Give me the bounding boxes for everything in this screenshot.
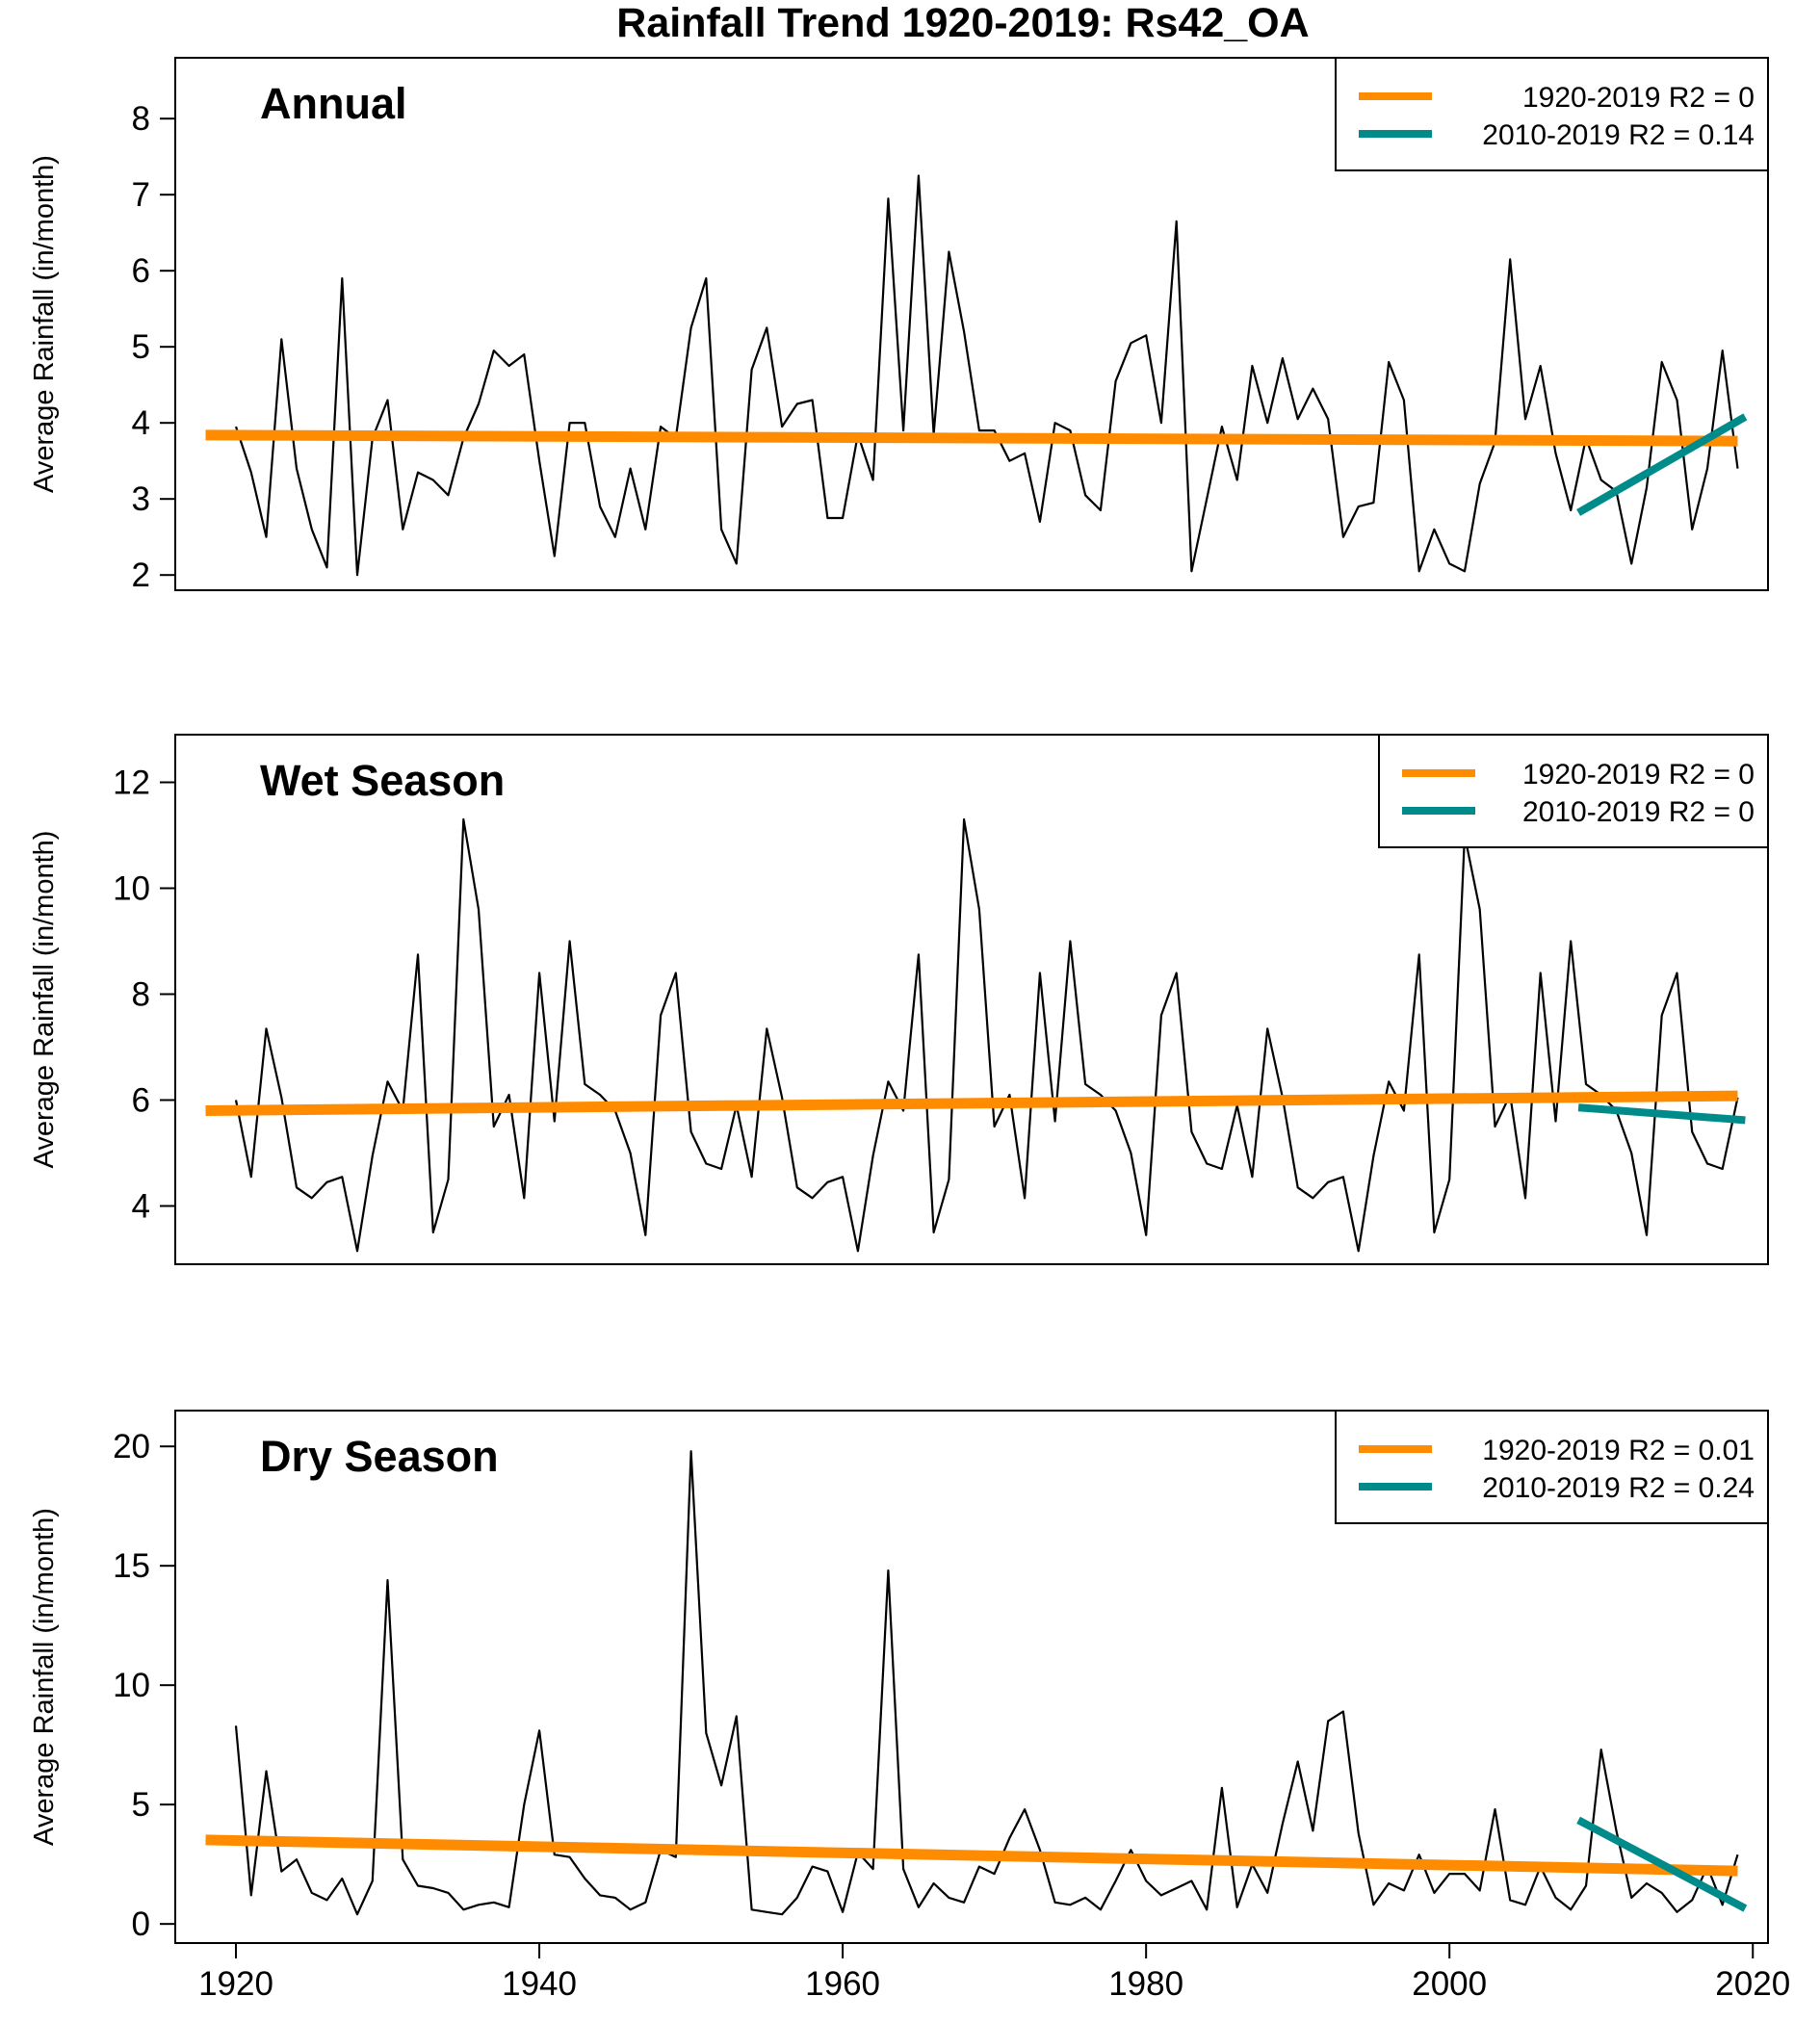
y-axis-label: Average Rainfall (in/month) [29, 155, 60, 493]
legend: 1920-2019 R2 = 0 2010-2019 R2 = 0 [1378, 734, 1769, 848]
legend-box [1335, 57, 1769, 171]
legend-entry: 1920-2019 R2 = 0 [1522, 82, 1755, 114]
legend-entry: 2010-2019 R2 = 0.24 [1482, 1472, 1755, 1504]
y-tick-label: 6 [132, 1082, 150, 1120]
y-tick-label: 5 [132, 1786, 150, 1824]
x-tick-label: 1960 [805, 1965, 880, 2003]
legend-entry: 1920-2019 R2 = 0.01 [1482, 1435, 1755, 1466]
x-tick-label: 2020 [1715, 1965, 1790, 2003]
y-tick-label: 5 [132, 328, 150, 366]
panel-wet-season: 4 6 8 10 12 Average Rainfall (in/month) Wet Se… [29, 734, 1769, 1265]
rainfall-series-line [234, 817, 1739, 1253]
rainfall-series-line [234, 174, 1739, 577]
y-tick-label: 6 [132, 252, 150, 290]
trend-line-2010-2019 [1576, 413, 1748, 516]
y-tick-label: 10 [113, 870, 150, 908]
panel-label: Wet Season [260, 756, 505, 805]
y-axis-label: Average Rainfall (in/month) [29, 1508, 60, 1846]
y-tick-label: 15 [113, 1547, 150, 1585]
panel-label: Annual [260, 79, 407, 128]
legend-box [1378, 734, 1769, 848]
panel-annual: 2 3 4 5 6 7 8 Average Rainfall (in/month) Annual… [29, 57, 1769, 594]
y-axis-label: Average Rainfall (in/month) [29, 831, 60, 1169]
trend-line-1920-2019 [205, 429, 1738, 447]
panel-dry-season: 0 5 10 15 20 Average Rainfall (in/month) Dry S… [29, 1410, 1769, 1944]
x-tick-label: 1940 [502, 1965, 577, 2003]
y-tick-label: 2 [132, 557, 150, 594]
y-tick-label: 8 [132, 100, 150, 138]
y-tick-label: 7 [132, 176, 150, 214]
y-tick-label: 3 [132, 480, 150, 518]
panel-label: Dry Season [260, 1432, 499, 1481]
y-tick-label: 12 [113, 765, 150, 802]
legend-entry: 1920-2019 R2 = 0 [1522, 759, 1755, 791]
x-tick-label: 1920 [198, 1965, 273, 2003]
y-tick-label: 4 [132, 1188, 150, 1226]
y-tick-label: 20 [113, 1428, 150, 1465]
trend-line-1920-2019 [205, 1090, 1738, 1116]
trend-line-1920-2019 [205, 1834, 1738, 1877]
y-tick-label: 10 [113, 1667, 150, 1704]
y-tick-label: 8 [132, 976, 150, 1014]
plot-frame [174, 57, 1769, 591]
y-tick-label: 4 [132, 404, 150, 442]
trend-line-2010-2019 [1576, 1816, 1748, 1912]
x-tick-label: 1980 [1108, 1965, 1183, 2003]
x-tick-label: 2000 [1412, 1965, 1487, 2003]
legend-entry: 2010-2019 R2 = 0 [1522, 796, 1755, 828]
plot-frame [174, 734, 1769, 1265]
chart-title: Rainfall Trend 1920-2019: Rs42_OA [616, 0, 1309, 46]
legend-box [1335, 1410, 1769, 1524]
y-tick-label: 0 [132, 1905, 150, 1943]
rainfall-series-line [234, 1450, 1739, 1916]
legend: 1920-2019 R2 = 0 2010-2019 R2 = 0.14 [1335, 57, 1769, 171]
legend: 1920-2019 R2 = 0.01 2010-2019 R2 = 0.24 [1335, 1410, 1769, 1524]
trend-line-2010-2019 [1577, 1103, 1746, 1125]
legend-entry: 2010-2019 R2 = 0.14 [1482, 119, 1755, 151]
